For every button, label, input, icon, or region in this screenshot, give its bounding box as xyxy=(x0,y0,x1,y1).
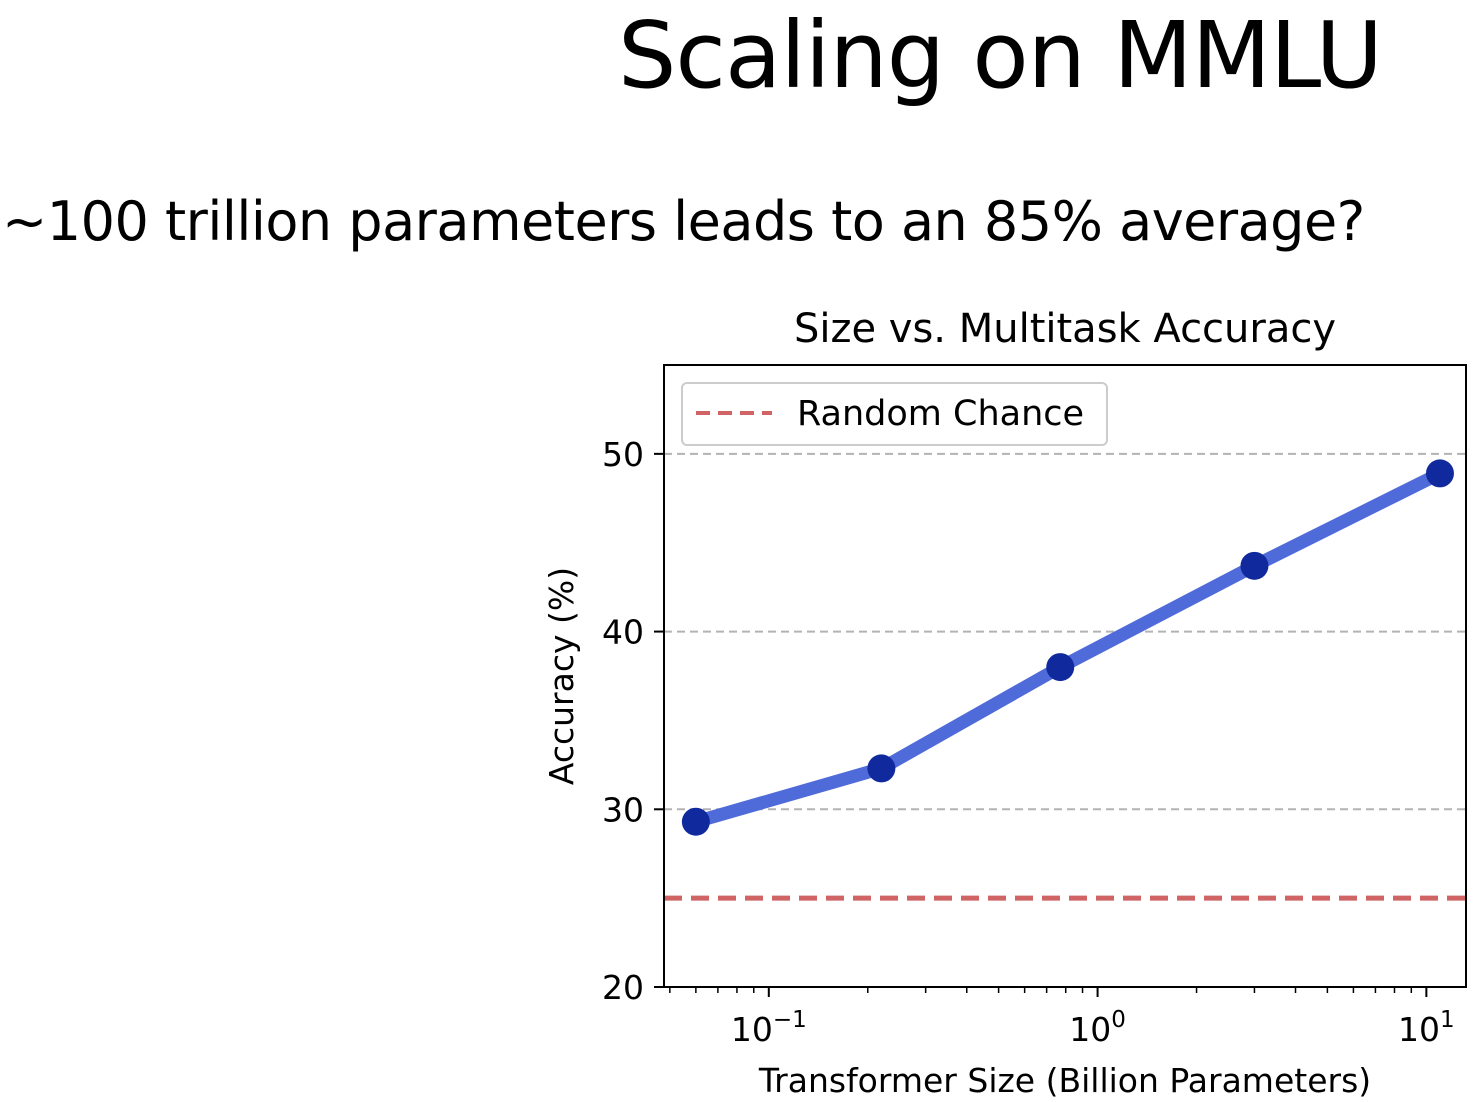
x-tick-label: 101 xyxy=(1398,1007,1455,1049)
y-tick-label: 20 xyxy=(602,968,644,1007)
slide-title: Scaling on MMLU xyxy=(617,2,1383,109)
y-tick-label: 50 xyxy=(602,435,644,474)
grid-lines xyxy=(664,452,1466,811)
y-tick-label: 40 xyxy=(602,613,644,652)
series-line xyxy=(689,466,1447,829)
chart-title: Size vs. Multitask Accuracy xyxy=(794,306,1336,352)
data-point xyxy=(1240,551,1269,580)
y-axis: 20 30 40 50 xyxy=(602,435,664,1007)
data-point xyxy=(1046,653,1075,682)
legend: Random Chance xyxy=(681,382,1108,446)
data-point xyxy=(867,754,896,783)
slide-subtitle: ~100 trillion parameters leads to an 85%… xyxy=(2,190,1365,253)
x-tick-label: 10−1 xyxy=(731,1007,807,1049)
x-axis: 10−1 100 101 xyxy=(669,987,1455,1049)
series-layer xyxy=(681,459,1454,836)
x-axis-label: Transformer Size (Billion Parameters) xyxy=(758,1061,1371,1100)
y-tick-label: 30 xyxy=(602,790,644,829)
x-tick-label: 100 xyxy=(1069,1007,1126,1049)
data-point xyxy=(681,807,710,836)
data-point xyxy=(1425,459,1454,488)
legend-box xyxy=(681,382,1108,446)
y-axis-label: Accuracy (%) xyxy=(542,567,581,785)
legend-label-random-chance: Random Chance xyxy=(797,394,1084,434)
